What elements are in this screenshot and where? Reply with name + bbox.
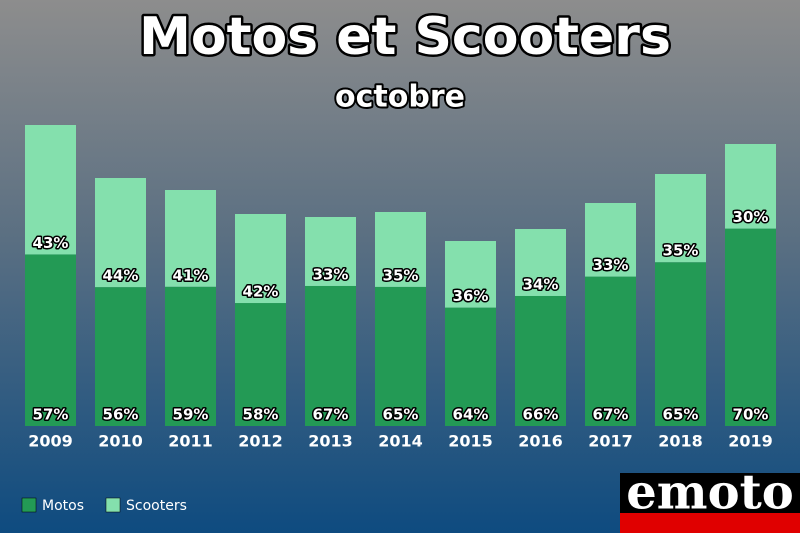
bar-segment [95, 178, 146, 288]
value-label: 33% [593, 256, 629, 274]
bar-segment [235, 214, 286, 304]
value-label: 59% [173, 406, 209, 424]
value-label: 34% [523, 275, 559, 293]
bar-segment [95, 287, 146, 426]
logo: emoto [620, 465, 800, 533]
legend-swatch [105, 497, 121, 513]
legend-label: Motos [42, 498, 84, 514]
value-label: 67% [593, 406, 629, 424]
bar-segment [655, 262, 706, 426]
x-tick-label: 2015 [448, 432, 493, 451]
x-tick-label: 2016 [518, 432, 563, 451]
bar-segment [25, 254, 76, 426]
value-label: 70% [733, 406, 769, 424]
bar-segment [585, 276, 636, 426]
bar-segment [445, 241, 496, 308]
value-label: 57% [33, 406, 69, 424]
value-label: 65% [663, 406, 699, 424]
bar-segment [305, 217, 356, 286]
x-tick-label: 2013 [308, 432, 353, 451]
value-label: 44% [103, 267, 139, 285]
bar-segment [445, 307, 496, 426]
legend-label: Scooters [126, 498, 187, 514]
bar-segment [725, 144, 776, 229]
bar-segment [235, 303, 286, 426]
value-label: 64% [453, 406, 489, 424]
bar-segment [515, 229, 566, 296]
bar-segment [25, 125, 76, 255]
x-tick-label: 2011 [168, 432, 213, 451]
bar-segment [165, 190, 216, 287]
value-label: 65% [383, 406, 419, 424]
bar-segment [655, 174, 706, 263]
value-label: 66% [523, 406, 559, 424]
value-label: 41% [173, 266, 209, 284]
chart-subtitle: octobre [335, 80, 465, 115]
bar-segment [305, 285, 356, 426]
value-label: 33% [313, 265, 349, 283]
value-label: 35% [383, 266, 419, 284]
logo-text: emoto [626, 465, 794, 521]
bar-segment [585, 203, 636, 277]
x-tick-label: 2014 [378, 432, 423, 451]
value-label: 67% [313, 406, 349, 424]
bar-segment [725, 228, 776, 426]
x-tick-label: 2010 [98, 432, 143, 451]
value-label: 42% [243, 283, 279, 301]
x-tick-label: 2018 [658, 432, 703, 451]
x-tick-label: 2009 [28, 432, 73, 451]
x-tick-label: 2019 [728, 432, 773, 451]
bar-segment [375, 286, 426, 426]
value-label: 30% [733, 208, 769, 226]
value-label: 43% [33, 234, 69, 252]
bar-segment [375, 212, 426, 287]
x-tick-label: 2012 [238, 432, 283, 451]
value-label: 58% [243, 406, 279, 424]
x-tick-label: 2017 [588, 432, 633, 451]
logo-black [620, 473, 800, 513]
value-label: 35% [663, 242, 699, 260]
chart-title: Motos et Scooters [139, 7, 671, 67]
legend-swatch [21, 497, 37, 513]
bar-segment [165, 286, 216, 426]
bar-segment [515, 295, 566, 426]
value-label: 36% [453, 287, 489, 305]
value-label: 56% [103, 406, 139, 424]
